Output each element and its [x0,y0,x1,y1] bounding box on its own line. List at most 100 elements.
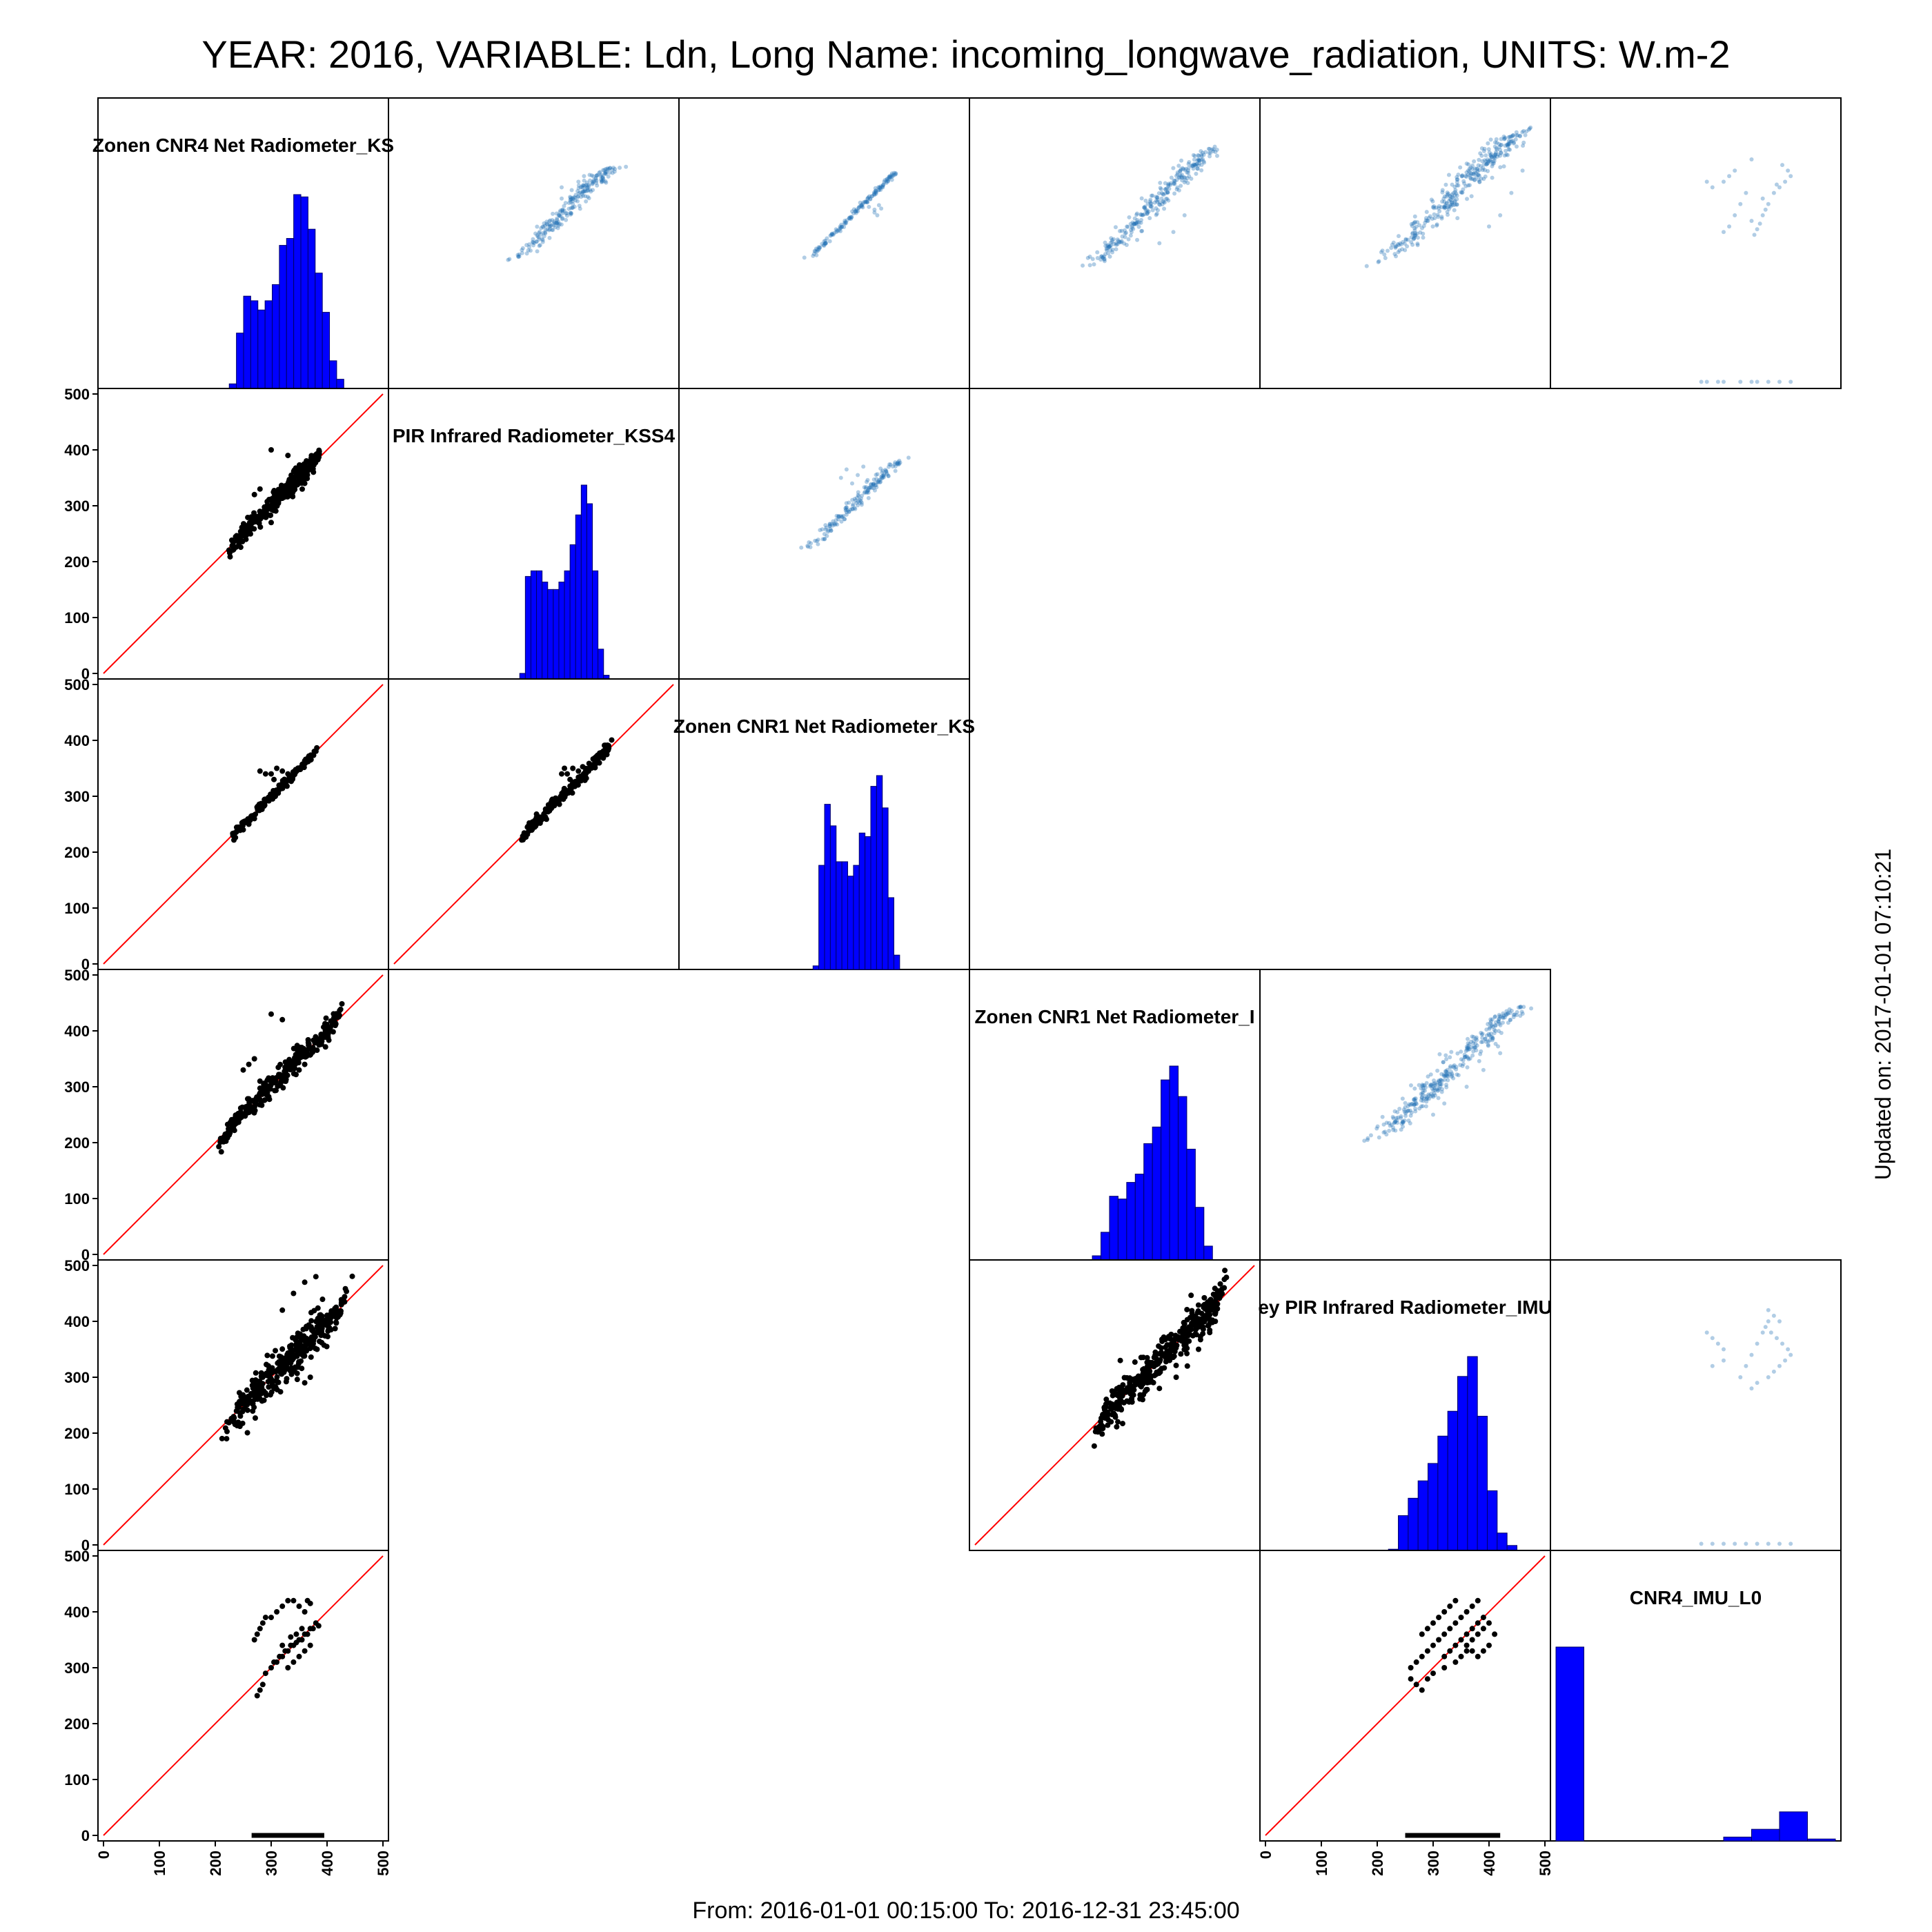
scatter-point [1478,1052,1483,1056]
scatter-point [840,224,845,229]
scatter-point [1469,1626,1475,1632]
scatter-point [1186,166,1191,170]
scatter-point [1400,247,1405,252]
scatter-point [325,1334,331,1340]
scatter-point [584,184,589,188]
scatter-point [893,469,898,473]
scatter-point [830,232,835,237]
scatter-point [307,1374,313,1380]
scatter-point [1442,206,1447,210]
scatter-point [1486,159,1490,164]
panel-r0-c5 [1550,97,1842,389]
scatter-point [882,179,887,184]
scatter-point [274,499,280,505]
scatter-point [851,207,856,212]
scatter-point [1115,241,1120,246]
scatter-point [1415,243,1420,248]
scatter-point [551,211,555,216]
scatter-point [560,185,564,190]
scatter-point [568,199,573,204]
scatter-point [1192,1319,1199,1325]
scatter-point [1115,1404,1121,1410]
scatter-point [1166,181,1171,186]
scatter-point [1481,148,1486,153]
scatter-point [1366,1136,1370,1141]
scatter-point [1128,233,1133,238]
scatter-point [314,1346,320,1352]
scatter-point [1436,1615,1442,1621]
scatter-point [1429,1083,1434,1088]
scatter-point [1410,242,1415,247]
scatter-point [877,185,882,190]
scatter-point [591,174,595,179]
scatter-point [296,1653,302,1659]
scatter-point [275,486,282,493]
scatter-point [1455,183,1459,188]
scatter-point [290,1597,297,1604]
scatter-point [251,1056,257,1062]
scatter-point [1446,1074,1450,1079]
scatter-point [268,1615,274,1621]
scatter-point [571,195,576,199]
scatter-point [1474,1048,1479,1053]
scatter-point [224,1419,230,1425]
scatter-point [1441,1074,1446,1078]
panel-r1-c2 [678,388,970,680]
scatter-point [867,194,871,199]
scatter-point [1489,155,1494,159]
scatter-point [1192,1327,1199,1333]
scatter-point [587,172,592,177]
scatter-point [544,219,549,224]
scatter-point [555,226,560,230]
scatter-point [1412,236,1417,241]
scatter-point [293,1639,299,1646]
scatter-point [531,237,535,241]
scatter-point [1130,220,1135,225]
scatter-point [1383,1130,1388,1134]
scatter-point [1480,1036,1485,1041]
scatter-point [575,188,580,193]
scatter-point [261,1388,267,1394]
scatter-point [1103,244,1108,248]
scatter-point [872,191,877,196]
scatter-point [1498,1023,1503,1027]
panel-r0-c0: Zonen CNR4 Net Radiometer_KS [92,97,394,389]
scatter-point [844,501,849,506]
scatter-point [1446,1078,1450,1083]
scatter-point [595,172,600,177]
scatter-point [1163,197,1168,201]
scatter-point [544,221,549,226]
scatter-point [802,255,807,260]
scatter-point [866,487,871,492]
scatter-point [1101,255,1105,260]
scatter-point [1154,195,1159,200]
scatter-point [541,230,546,235]
scatter-point [569,197,573,201]
scatter-point [1195,166,1200,171]
scatter-point [865,480,869,484]
scatter-point [1393,1119,1398,1124]
histogram-bar [1186,1148,1196,1261]
scatter-point [1146,209,1151,214]
scatter-point [1517,1005,1522,1009]
scatter-point [285,1665,291,1670]
scatter-point [293,1631,299,1637]
scatter-point [523,831,529,837]
scatter-point [851,211,856,216]
scatter-point [1191,166,1196,171]
scatter-point [1362,1138,1367,1143]
scatter-point [868,197,873,201]
scatter-point [1213,1300,1219,1306]
scatter-point [564,211,569,216]
scatter-point [1154,206,1159,210]
scatter-point [259,1381,266,1387]
scatter-point [847,215,852,220]
scatter-point [268,447,274,453]
scatter-point [599,180,604,185]
scatter-point [895,461,900,466]
scatter-point [1423,1104,1428,1109]
scatter-point [1752,233,1757,237]
scatter-point [569,212,573,217]
scatter-point [1389,246,1394,250]
scatter-point [1187,174,1192,179]
